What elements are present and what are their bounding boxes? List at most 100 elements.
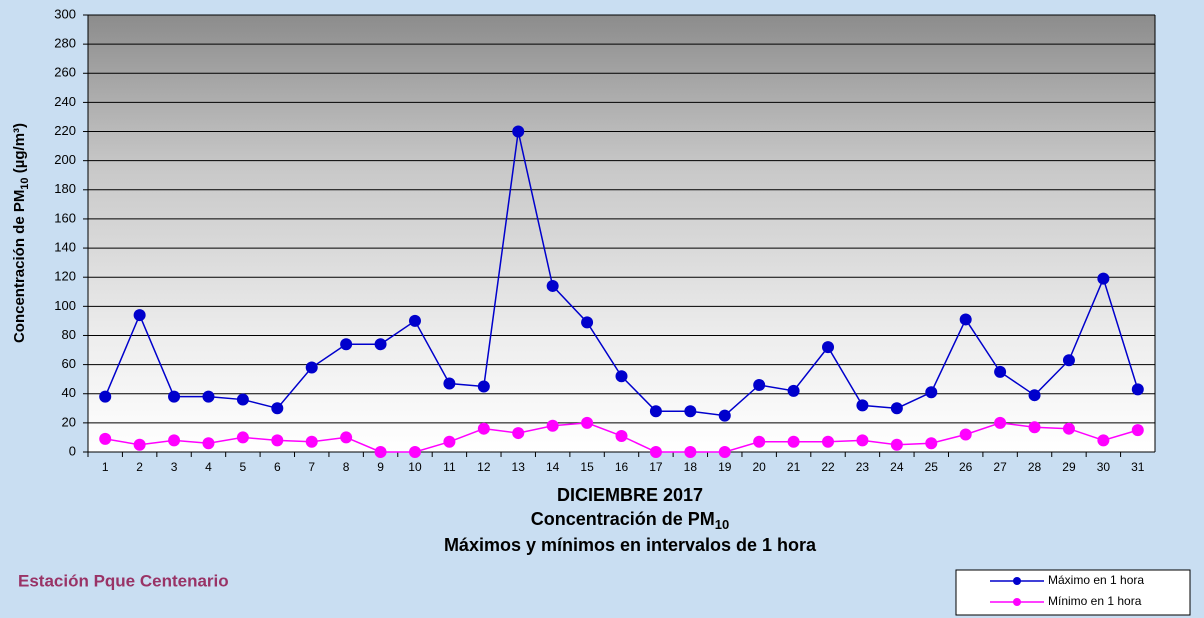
point bbox=[1062, 354, 1075, 367]
point bbox=[374, 446, 387, 458]
x-tick-label: 18 bbox=[684, 460, 698, 474]
y-tick-label: 300 bbox=[54, 6, 76, 21]
x-tick-label: 27 bbox=[993, 460, 1007, 474]
x-tick-label: 23 bbox=[856, 460, 870, 474]
point bbox=[1131, 383, 1144, 396]
x-tick-label: 15 bbox=[580, 460, 594, 474]
point bbox=[1097, 434, 1110, 447]
y-tick-label: 20 bbox=[62, 414, 76, 429]
x-tick-label: 19 bbox=[718, 460, 732, 474]
x-tick-label: 2 bbox=[136, 460, 143, 474]
chart-title: DICIEMBRE 2017 bbox=[557, 485, 703, 505]
y-tick-label: 240 bbox=[54, 94, 76, 109]
y-tick-label: 60 bbox=[62, 356, 76, 371]
y-tick-label: 80 bbox=[62, 327, 76, 342]
y-tick-label: 140 bbox=[54, 240, 76, 255]
x-tick-label: 7 bbox=[308, 460, 315, 474]
point bbox=[1131, 424, 1144, 437]
point bbox=[202, 437, 215, 450]
point bbox=[753, 435, 766, 448]
point bbox=[1062, 422, 1075, 435]
x-tick-label: 25 bbox=[925, 460, 939, 474]
x-tick-label: 20 bbox=[752, 460, 766, 474]
point bbox=[649, 446, 662, 458]
y-tick-label: 280 bbox=[54, 36, 76, 51]
point bbox=[718, 446, 731, 458]
x-tick-label: 29 bbox=[1062, 460, 1076, 474]
y-tick-label: 0 bbox=[69, 443, 76, 458]
legend-label: Máximo en 1 hora bbox=[1048, 573, 1144, 587]
y-tick-label: 200 bbox=[54, 152, 76, 167]
point bbox=[443, 435, 456, 448]
x-tick-label: 26 bbox=[959, 460, 973, 474]
y-tick-label: 180 bbox=[54, 181, 76, 196]
point bbox=[787, 384, 800, 397]
point bbox=[168, 434, 181, 447]
point bbox=[787, 435, 800, 448]
x-tick-label: 12 bbox=[477, 460, 491, 474]
point bbox=[615, 370, 628, 383]
point bbox=[99, 390, 112, 403]
point bbox=[477, 422, 490, 435]
x-tick-label: 24 bbox=[890, 460, 904, 474]
point bbox=[925, 386, 938, 399]
x-tick-label: 6 bbox=[274, 460, 281, 474]
x-tick-label: 11 bbox=[443, 460, 456, 474]
point bbox=[684, 446, 697, 458]
point bbox=[959, 313, 972, 326]
y-label-text: (µg/m³) bbox=[11, 123, 28, 177]
point bbox=[649, 405, 662, 418]
x-tick-label: 13 bbox=[512, 460, 526, 474]
x-tick-label: 22 bbox=[821, 460, 835, 474]
x-tick-label: 14 bbox=[546, 460, 560, 474]
y-tick-label: 100 bbox=[54, 298, 76, 313]
point bbox=[374, 338, 387, 351]
point bbox=[305, 435, 318, 448]
point bbox=[512, 427, 525, 440]
point bbox=[925, 437, 938, 450]
point bbox=[271, 434, 284, 447]
point bbox=[408, 446, 421, 458]
x-tick-label: 9 bbox=[377, 460, 384, 474]
x-tick-label: 17 bbox=[649, 460, 663, 474]
point bbox=[477, 380, 490, 393]
point bbox=[99, 432, 112, 445]
x-tick-label: 1 bbox=[102, 460, 109, 474]
point bbox=[1028, 389, 1041, 402]
point bbox=[340, 431, 353, 444]
point bbox=[753, 378, 766, 391]
point bbox=[305, 361, 318, 374]
point bbox=[581, 316, 594, 329]
point bbox=[890, 438, 903, 451]
point bbox=[408, 314, 421, 327]
x-tick-label: 28 bbox=[1028, 460, 1042, 474]
point bbox=[856, 399, 869, 412]
y-axis-label: Concentración de PM10 (µg/m³) bbox=[11, 123, 31, 343]
point bbox=[1097, 272, 1110, 285]
y-tick-label: 160 bbox=[54, 210, 76, 225]
x-tick-label: 21 bbox=[787, 460, 801, 474]
y-tick-label: 120 bbox=[54, 269, 76, 284]
point bbox=[236, 431, 249, 444]
x-tick-label: 16 bbox=[615, 460, 629, 474]
point bbox=[822, 435, 835, 448]
point bbox=[890, 402, 903, 415]
chart-subtitle: Concentración de PM10 bbox=[531, 509, 730, 533]
point bbox=[684, 405, 697, 418]
point bbox=[443, 377, 456, 390]
legend-marker bbox=[1013, 598, 1021, 606]
annotation: Estación Pque Centenario bbox=[18, 571, 229, 590]
y-tick-label: 40 bbox=[62, 385, 76, 400]
point bbox=[1028, 421, 1041, 434]
point bbox=[581, 416, 594, 429]
point bbox=[959, 428, 972, 441]
y-label-text: Concentración de PM bbox=[11, 190, 28, 343]
legend bbox=[955, 569, 1191, 616]
point bbox=[546, 419, 559, 432]
point bbox=[822, 341, 835, 354]
x-tick-label: 31 bbox=[1131, 460, 1145, 474]
point bbox=[546, 279, 559, 292]
point bbox=[202, 390, 215, 403]
